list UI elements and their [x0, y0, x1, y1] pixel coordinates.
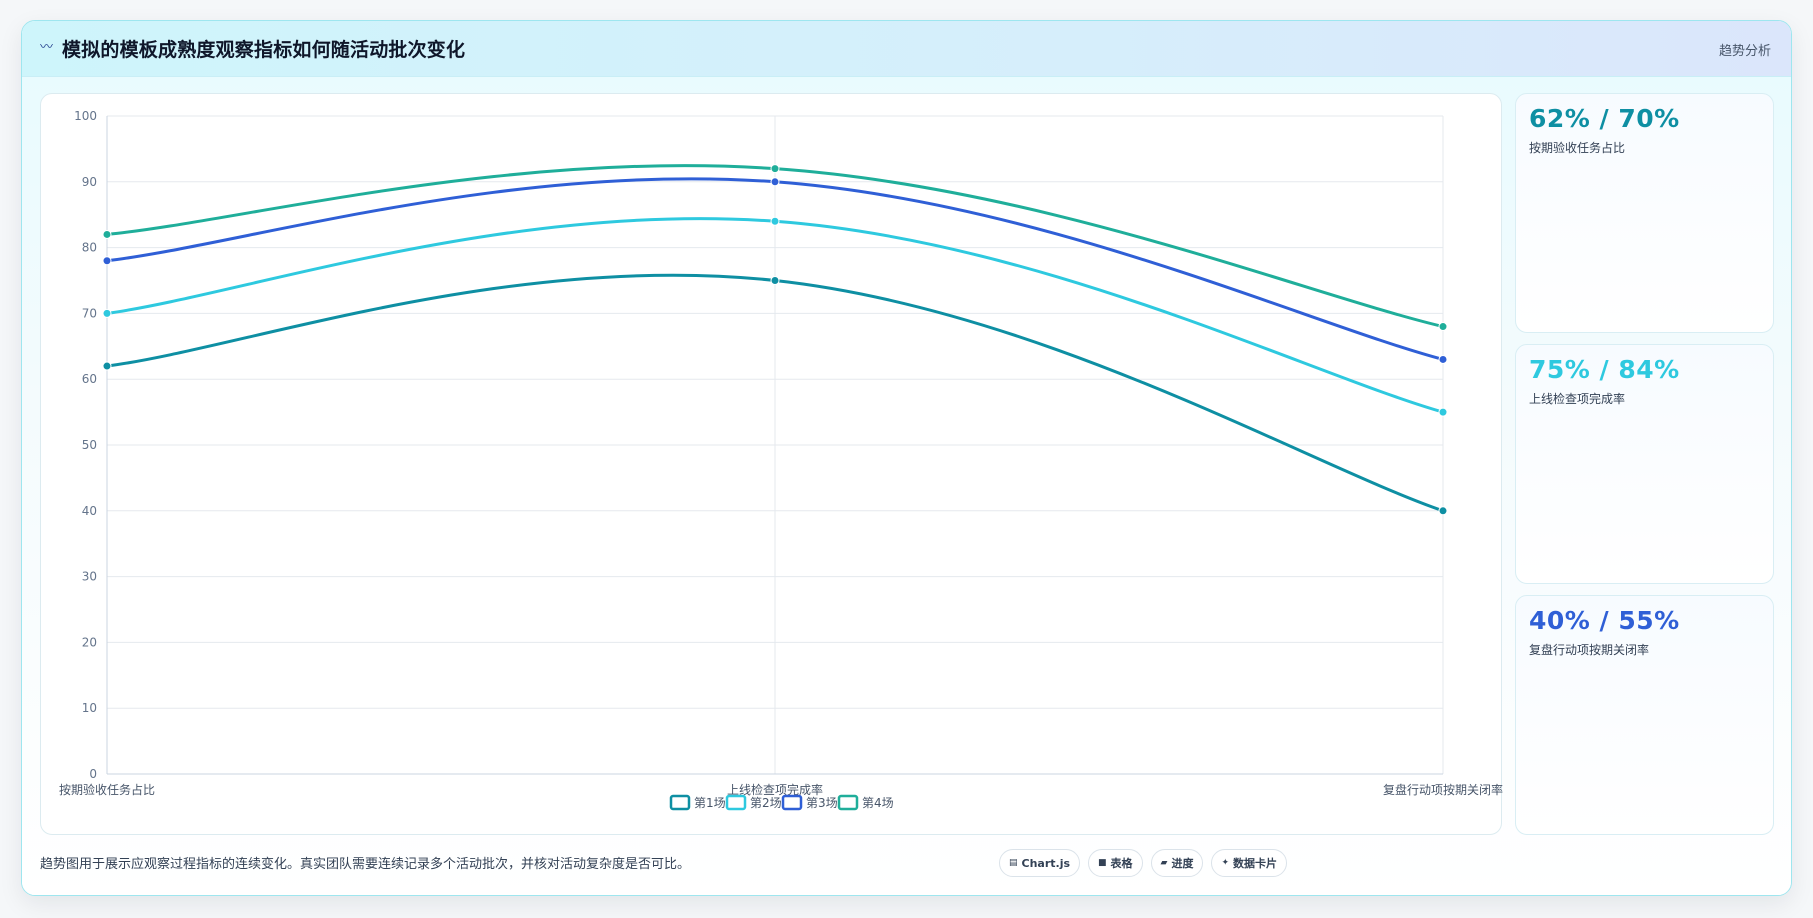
- data-point: [1438, 407, 1448, 417]
- chip-data-card[interactable]: ✦ 数据卡片: [1211, 849, 1288, 877]
- chart-icon: ▤: [1009, 858, 1018, 868]
- kpi-label: 复盘行动项按期关闭率: [1529, 643, 1650, 657]
- chip-label: 进度: [1171, 857, 1194, 870]
- legend-label: 第3场: [806, 796, 838, 810]
- kpi-card-on-time-acceptance: 62% / 70% 按期验收任务占比: [1515, 93, 1774, 333]
- y-tick-label: 80: [82, 241, 97, 255]
- legend-label: 第1场: [694, 796, 726, 810]
- data-point: [770, 276, 780, 285]
- y-tick-label: 20: [82, 635, 97, 649]
- data-point: [102, 361, 112, 371]
- data-point: [102, 229, 112, 239]
- kpi-value: 40% / 55%: [1529, 606, 1680, 635]
- data-point: [770, 164, 780, 174]
- data-point: [1438, 354, 1448, 364]
- page-title: 模拟的模板成熟度观察指标如何随活动批次变化: [62, 39, 466, 61]
- table-icon: ■: [1098, 858, 1107, 868]
- chip-table[interactable]: ■ 表格: [1088, 849, 1143, 877]
- x-tick-label: 复盘行动项按期关闭率: [1383, 782, 1503, 797]
- data-point: [102, 256, 112, 266]
- y-tick-label: 0: [89, 767, 97, 781]
- data-point: [770, 177, 780, 187]
- footer-note: 趋势图用于展示应观察过程指标的连续变化。真实团队需要连续记录多个活动批次，并核对…: [40, 857, 691, 872]
- x-tick-label: 按期验收任务占比: [59, 782, 155, 797]
- chip-progress[interactable]: ▰ 进度: [1150, 849, 1204, 877]
- kpi-label: 按期验收任务占比: [1529, 141, 1626, 155]
- trend-icon: 〰: [40, 40, 54, 55]
- legend-label: 第2场: [750, 796, 782, 810]
- data-point: [1438, 322, 1448, 332]
- y-tick-label: 50: [82, 438, 97, 452]
- chip-label: 表格: [1110, 857, 1133, 870]
- legend-swatch: [669, 794, 691, 811]
- kpi-label: 上线检查项完成率: [1529, 392, 1626, 406]
- data-point: [102, 308, 112, 318]
- legend-swatch: [725, 794, 747, 811]
- kpi-card-launch-checklist: 75% / 84% 上线检查项完成率: [1515, 344, 1774, 584]
- tech-chips: ▤ Chart.js ■ 表格 ▰ 进度 ✦ 数据卡片: [999, 849, 1288, 877]
- card-header: 〰 模拟的模板成熟度观察指标如何随活动批次变化 趋势分析: [22, 21, 1791, 77]
- legend-label: 第4场: [862, 796, 894, 810]
- chip-chartjs[interactable]: ▤ Chart.js: [999, 849, 1081, 877]
- line-chart-panel: 0 10 20 30 40 50 60 70 80 90 100 按期验收任务占比 上线检查项完成率 复盘…: [40, 93, 1503, 835]
- kpi-card-retro-actions: 40% / 55% 复盘行动项按期关闭率: [1515, 595, 1774, 835]
- y-tick-label: 60: [82, 372, 97, 386]
- data-point: [770, 216, 780, 226]
- x-tick-label: 上线检查项完成率: [727, 782, 823, 797]
- y-tick-label: 90: [82, 175, 97, 189]
- data-point: [1438, 506, 1448, 516]
- line-chart: 0 10 20 30 40 50 60 70 80 90 100 按期验收任务占比 上线检查项完成率 复盘…: [59, 109, 1503, 811]
- y-tick-label: 40: [82, 504, 97, 518]
- chart-card: 〰 模拟的模板成熟度观察指标如何随活动批次变化 趋势分析 0 10 20 30 40 50…: [21, 20, 1792, 896]
- progress-icon: ▰: [1160, 858, 1168, 868]
- legend-swatch: [837, 794, 859, 811]
- y-tick-label: 30: [82, 570, 97, 584]
- y-tick-label: 100: [74, 109, 97, 123]
- legend-swatch: [781, 794, 803, 811]
- chip-label: 数据卡片: [1233, 857, 1278, 870]
- card-icon: ✦: [1221, 858, 1230, 868]
- kpi-value: 75% / 84%: [1529, 355, 1680, 384]
- chip-label: Chart.js: [1021, 856, 1071, 870]
- kpi-value: 62% / 70%: [1529, 104, 1680, 133]
- analysis-tag[interactable]: 趋势分析: [1718, 44, 1771, 59]
- y-tick-label: 10: [82, 701, 97, 715]
- y-tick-label: 70: [82, 306, 97, 320]
